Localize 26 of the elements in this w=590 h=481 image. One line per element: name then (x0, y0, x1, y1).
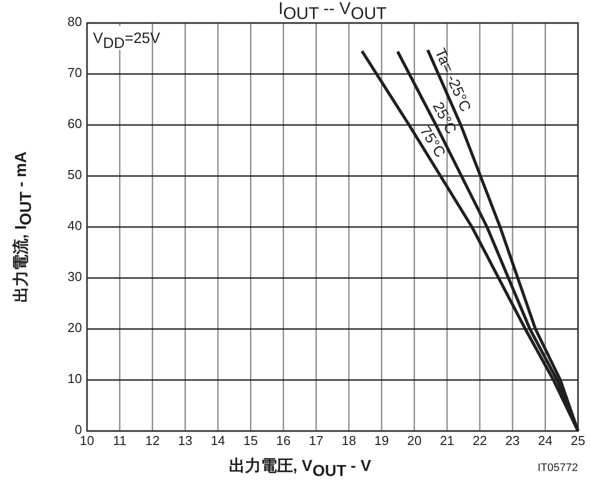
x-tick-label: 10 (80, 433, 94, 448)
x-tick-label: 21 (440, 433, 454, 448)
x-tick-label: 16 (276, 433, 291, 448)
x-tick-label: 15 (243, 433, 258, 448)
y-tick-label: 20 (68, 320, 82, 335)
y-tick-label: 10 (68, 371, 82, 386)
x-tick-label: 12 (145, 433, 160, 448)
y-tick-label: 50 (68, 167, 82, 182)
x-tick-label: 18 (342, 433, 356, 448)
x-tick-label: 22 (472, 433, 488, 448)
y-tick-label: 70 (68, 65, 82, 80)
y-tick-label: 30 (68, 269, 82, 284)
x-tick-label: 13 (178, 433, 192, 448)
text: IT05772 (538, 462, 578, 474)
x-tick-label: 24 (538, 433, 552, 448)
x-tick-label: 19 (374, 433, 389, 448)
x-tick-label: 14 (210, 433, 226, 448)
x-tick-label: 23 (505, 433, 520, 448)
y-tick-label: 80 (68, 14, 82, 29)
x-tick-label: 11 (112, 433, 126, 448)
y-tick-label: 60 (68, 116, 82, 131)
y-tick-label: 40 (68, 218, 82, 233)
x-tick-label: 20 (407, 433, 422, 448)
x-tick-label: 25 (570, 433, 586, 448)
x-tick-label: 17 (308, 433, 324, 448)
y-tick-label: 0 (74, 422, 82, 437)
